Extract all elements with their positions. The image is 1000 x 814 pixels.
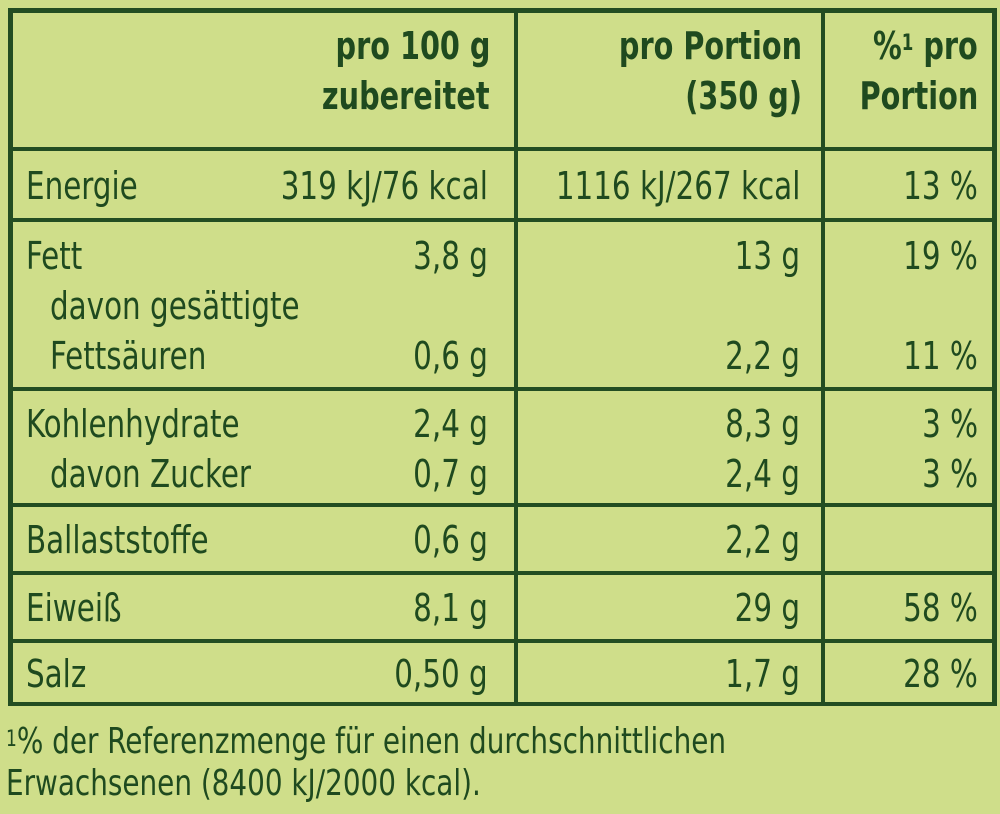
row-label-fettsaeuren: Fettsäuren bbox=[50, 334, 207, 378]
header-percent-line2: Portion bbox=[859, 74, 978, 118]
value-per100: 8,1 g bbox=[413, 586, 488, 630]
divider-row bbox=[8, 571, 997, 575]
row-label-davon-zucker: davon Zucker bbox=[50, 452, 252, 496]
header-portion-line1: pro Portion bbox=[618, 24, 802, 68]
value-percent: 19 % bbox=[903, 234, 978, 278]
value-portion: 1116 kJ/267 kcal bbox=[555, 164, 800, 208]
divider-header bbox=[8, 147, 997, 151]
row-label-salz: Salz bbox=[26, 652, 87, 696]
header-percent-line1: %1 pro bbox=[873, 24, 978, 68]
row-label-ballaststoffe: Ballaststoffe bbox=[26, 518, 209, 562]
value-per100: 3,8 g bbox=[413, 234, 488, 278]
value-percent: 13 % bbox=[903, 164, 978, 208]
value-per100: 0,6 g bbox=[413, 334, 488, 378]
value-per100: 2,4 g bbox=[413, 402, 488, 446]
value-portion: 29 g bbox=[734, 586, 800, 630]
value-per100: 0,7 g bbox=[413, 452, 488, 496]
value-portion: 1,7 g bbox=[725, 652, 800, 696]
row-label-davon-gesaettigte: davon gesättigte bbox=[50, 284, 300, 328]
row-label-fett: Fett bbox=[26, 234, 83, 278]
row-label-eiweiss: Eiweiß bbox=[26, 586, 122, 630]
divider-col2 bbox=[514, 8, 518, 706]
header-per100-line1: pro 100 g bbox=[335, 24, 490, 68]
value-portion: 8,3 g bbox=[725, 402, 800, 446]
row-label-kohlenhydrate: Kohlenhydrate bbox=[26, 402, 240, 446]
value-portion: 13 g bbox=[734, 234, 800, 278]
header-portion-line2: (350 g) bbox=[685, 74, 802, 118]
value-percent: 11 % bbox=[903, 334, 978, 378]
value-per100: 0,6 g bbox=[413, 518, 488, 562]
row-label-energie: Energie bbox=[26, 164, 138, 208]
value-portion: 2,4 g bbox=[725, 452, 800, 496]
border-right bbox=[992, 8, 997, 706]
border-bottom bbox=[8, 702, 997, 706]
value-portion: 2,2 g bbox=[725, 518, 800, 562]
footnote-line2: Erwachsenen (8400 kJ/2000 kcal). bbox=[6, 763, 481, 804]
border-left bbox=[8, 8, 13, 706]
value-per100: 0,50 g bbox=[394, 652, 488, 696]
value-portion: 2,2 g bbox=[725, 334, 800, 378]
border-top bbox=[8, 8, 997, 13]
divider-row bbox=[8, 387, 997, 391]
divider-col3 bbox=[821, 8, 825, 706]
footnote-line1: 1% der Referenzmenge für einen durchschn… bbox=[6, 721, 727, 762]
value-percent: 3 % bbox=[922, 402, 978, 446]
value-per100: 319 kJ/76 kcal bbox=[280, 164, 488, 208]
value-percent: 28 % bbox=[903, 652, 978, 696]
divider-row bbox=[8, 218, 997, 222]
divider-row bbox=[8, 503, 997, 507]
header-per100-line2: zubereitet bbox=[322, 74, 490, 118]
value-percent: 3 % bbox=[922, 452, 978, 496]
divider-row bbox=[8, 639, 997, 643]
value-percent: 58 % bbox=[903, 586, 978, 630]
